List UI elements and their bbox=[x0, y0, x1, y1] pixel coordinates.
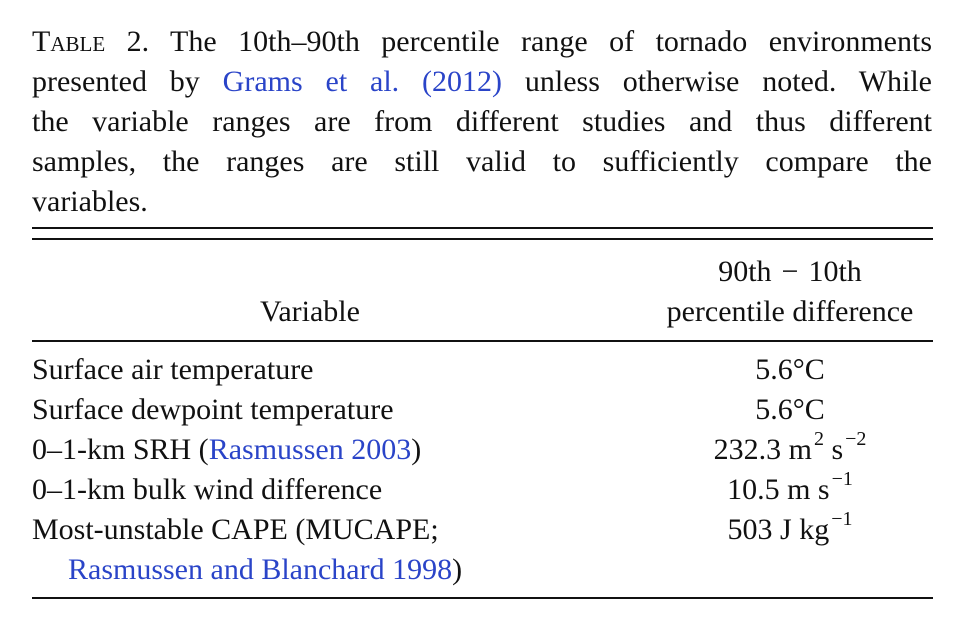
citation-link-rasmussen-blanchard[interactable]: Rasmussen and Blanchard 1998 bbox=[68, 553, 453, 586]
caption-text-3: unless otherwise noted. While bbox=[502, 65, 932, 98]
caption-line-4: samples, the ranges are still valid to s… bbox=[32, 145, 932, 178]
row-variable-bulk-wind: 0–1-km bulk wind difference bbox=[32, 473, 383, 506]
row-value-surface-dewpoint: 5.6°C bbox=[755, 393, 825, 426]
citation-link-rasmussen-2003[interactable]: Rasmussen 2003 bbox=[208, 433, 412, 466]
caption-text-2: presented by bbox=[32, 65, 223, 98]
mucape-value-base: 503 J kg bbox=[727, 513, 830, 546]
srh-value-base: 232.3 m bbox=[713, 433, 812, 466]
header-minus: − bbox=[781, 255, 799, 288]
caption-line-1: Table 2. The 10th–90th percentile range … bbox=[32, 22, 932, 62]
table-bottom-rule bbox=[32, 597, 933, 599]
row-value-mucape: 503 J kg −1 bbox=[644, 508, 936, 553]
row-value-bulk-wind: 10.5 m s −1 bbox=[644, 468, 936, 513]
row-variable-srh: 0–1-km SRH (Rasmussen 2003) bbox=[32, 430, 421, 470]
table-caption: Table 2. The 10th–90th percentile range … bbox=[32, 22, 932, 222]
mucape-cont-suffix: ) bbox=[452, 553, 463, 586]
mucape-sup: −1 bbox=[831, 508, 853, 530]
row-value-surface-air-temp: 5.6°C bbox=[755, 353, 825, 386]
caption-line-2: presented by Grams et al. (2012) unless … bbox=[32, 62, 932, 102]
bulk-wind-sup: −1 bbox=[831, 468, 853, 490]
srh-value-mid: s bbox=[823, 433, 844, 466]
table-header-rule bbox=[32, 340, 933, 342]
header-percentile-difference: 90th −10th percentile difference bbox=[644, 252, 936, 332]
caption-text-1: The 10th–90th percentile range of tornad… bbox=[149, 25, 932, 58]
header-10th: 10th bbox=[808, 255, 862, 288]
srh-sup-1: 2 bbox=[813, 428, 824, 450]
header-diff-line2: percentile difference bbox=[666, 295, 914, 328]
header-diff-line1: 90th −10th bbox=[644, 252, 936, 292]
caption-label: Table 2. bbox=[32, 25, 150, 58]
bulk-wind-value-base: 10.5 m s bbox=[727, 473, 830, 506]
table-top-rule-2 bbox=[32, 238, 933, 240]
caption-line-3: the variable ranges are from different s… bbox=[32, 105, 932, 138]
srh-suffix: ) bbox=[411, 433, 422, 466]
row-variable-surface-dewpoint: Surface dewpoint temperature bbox=[32, 393, 394, 426]
row-variable-surface-air-temp: Surface air temperature bbox=[32, 353, 314, 386]
citation-link-grams[interactable]: Grams et al. (2012) bbox=[222, 65, 503, 98]
table-top-rule-1 bbox=[32, 227, 933, 229]
srh-prefix: 0–1-km SRH ( bbox=[32, 433, 209, 466]
header-90th: 90th bbox=[718, 255, 772, 288]
row-variable-mucape-cont: Rasmussen and Blanchard 1998) bbox=[68, 550, 462, 590]
srh-sup-2: −2 bbox=[845, 428, 867, 450]
row-variable-mucape: Most-unstable CAPE (MUCAPE; bbox=[32, 513, 439, 546]
caption-line-5: variables. bbox=[32, 185, 148, 218]
header-variable: Variable bbox=[260, 295, 360, 328]
